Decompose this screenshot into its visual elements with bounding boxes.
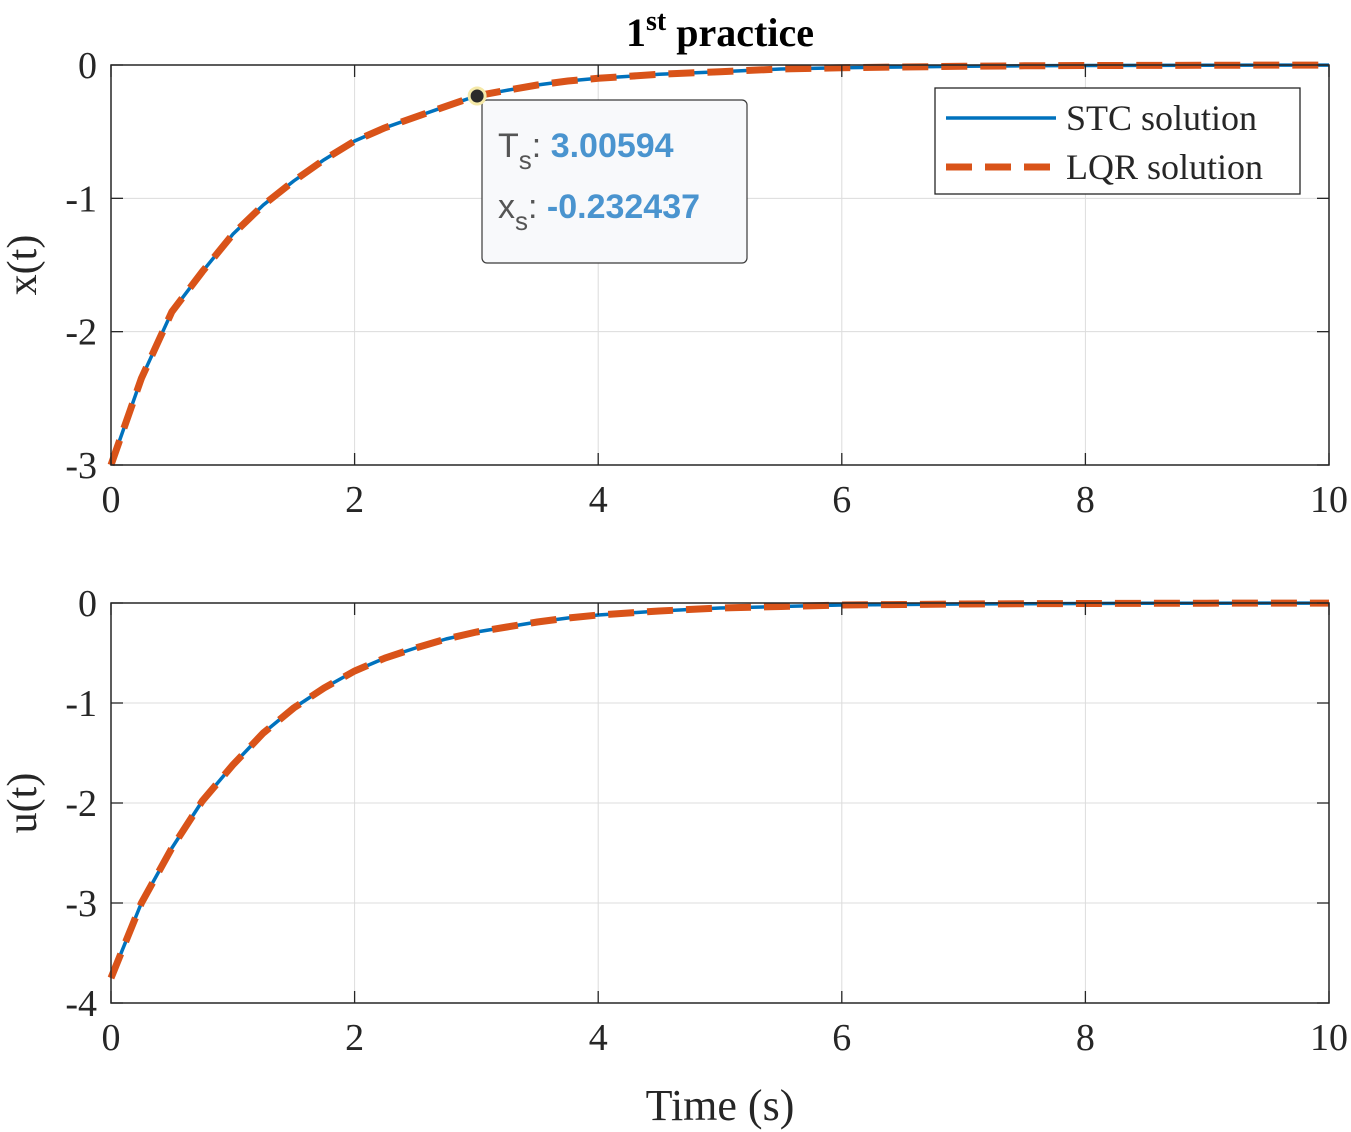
x-tick-label: 4 [589,1017,608,1059]
figure-title: 1st practice [626,6,814,55]
y-tick-label: -3 [65,445,97,487]
legend-stc-label: STC solution [1066,98,1257,138]
x-tick-label: 4 [589,479,608,521]
x-tick-label: 2 [345,479,364,521]
y-tick-label: -2 [65,312,97,354]
x-tick-label: 6 [832,479,851,521]
x-tick-label: 2 [345,1017,364,1059]
subplot-u: 0 2 4 6 8 10 0 -1 -2 -3 -4 u(t) [0,583,1348,1059]
y-tick-label: -4 [65,983,97,1025]
y-tick-label: -2 [65,783,97,825]
datatip-x-row: xs: -0.232437 [498,188,700,236]
x-tick-label: 8 [1076,1017,1095,1059]
legend: STC solution LQR solution [934,87,1301,195]
datatip-t-colon: : [532,127,551,165]
datatip-t-value: 3.00594 [551,127,674,165]
datatip-x-sub: s [515,206,528,236]
y-axis-label: x(t) [0,235,46,296]
y-axis-label: u(t) [0,773,46,834]
y-tick-label: -1 [65,178,97,220]
legend-lqr-label: LQR solution [1066,147,1263,187]
datatip-marker[interactable] [467,86,487,106]
x-axis-label: Time (s) [646,1081,795,1130]
legend-box [934,87,1301,195]
axes-box [110,64,1330,466]
y-tick-label: 0 [78,583,97,625]
datatip-x-colon: : [528,188,547,226]
datatip-x-label: x [498,188,515,226]
title-rest: practice [666,10,814,55]
x-tick-label: 6 [832,1017,851,1059]
datatip-box [481,99,748,264]
datatip[interactable]: Ts: 3.00594 xs: -0.232437 [467,86,748,264]
datatip-t-sub: s [519,145,532,175]
title-superscript: st [646,6,667,37]
x-tick-label: 0 [102,1017,121,1059]
datatip-t-label: T [498,127,519,165]
x-tick-label: 10 [1310,479,1348,521]
datatip-x-value: -0.232437 [547,188,700,226]
y-tick-label: -1 [65,683,97,725]
x-tick-label: 0 [102,479,121,521]
datatip-t-row: Ts: 3.00594 [498,127,674,175]
y-tick-label: 0 [78,45,97,87]
x-tick-label: 8 [1076,479,1095,521]
title-base: 1 [626,10,646,55]
y-tick-label: -3 [65,883,97,925]
x-tick-label: 10 [1310,1017,1348,1059]
